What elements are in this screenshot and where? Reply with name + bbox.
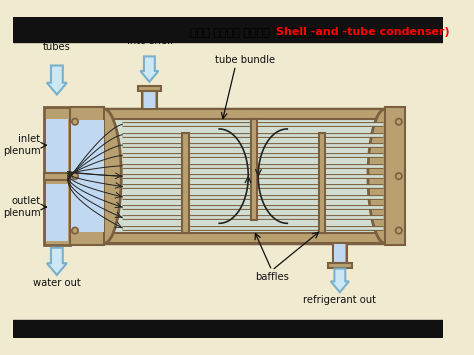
Bar bbox=[44, 173, 70, 180]
Text: water out: water out bbox=[33, 278, 81, 288]
FancyArrow shape bbox=[331, 269, 349, 292]
Bar bbox=[144, 89, 155, 108]
Text: outlet
plenum: outlet plenum bbox=[3, 196, 41, 218]
Bar bbox=[137, 86, 161, 91]
Bar bbox=[13, 320, 443, 338]
Bar bbox=[251, 119, 257, 220]
Bar bbox=[13, 17, 443, 42]
Text: refrigerant out: refrigerant out bbox=[303, 295, 376, 305]
Bar bbox=[319, 133, 325, 233]
Bar bbox=[44, 107, 70, 245]
Ellipse shape bbox=[72, 119, 78, 125]
Bar bbox=[142, 89, 156, 109]
Bar bbox=[182, 133, 189, 233]
Ellipse shape bbox=[396, 228, 402, 234]
FancyArrow shape bbox=[47, 248, 67, 275]
Bar bbox=[72, 120, 104, 233]
Text: water into
tubes: water into tubes bbox=[32, 30, 82, 52]
Text: baffles: baffles bbox=[255, 272, 289, 282]
Ellipse shape bbox=[396, 119, 402, 125]
Ellipse shape bbox=[72, 228, 78, 234]
Text: tube bundle: tube bundle bbox=[215, 55, 274, 65]
Ellipse shape bbox=[87, 109, 121, 243]
FancyArrow shape bbox=[47, 65, 67, 94]
Bar bbox=[104, 109, 385, 243]
Bar bbox=[328, 263, 352, 268]
Ellipse shape bbox=[396, 173, 402, 179]
Bar bbox=[104, 109, 385, 119]
Text: refrigerant
into shell: refrigerant into shell bbox=[123, 24, 176, 45]
Ellipse shape bbox=[72, 173, 78, 179]
Bar bbox=[46, 184, 68, 241]
Text: শেল আন্ড টিউব কন্ডেন্সার(: শেল আন্ড টিউব কন্ডেন্সার( bbox=[190, 27, 344, 37]
Bar bbox=[333, 243, 347, 263]
Bar bbox=[334, 244, 345, 263]
Ellipse shape bbox=[368, 109, 402, 243]
FancyArrow shape bbox=[140, 56, 158, 82]
Text: Shell -and -tube condenser): Shell -and -tube condenser) bbox=[276, 27, 450, 37]
Bar bbox=[385, 107, 405, 245]
Bar bbox=[70, 107, 104, 245]
Ellipse shape bbox=[87, 109, 121, 243]
Bar bbox=[104, 233, 385, 243]
Bar bbox=[46, 119, 68, 175]
Text: inlet
plenum: inlet plenum bbox=[3, 135, 41, 156]
